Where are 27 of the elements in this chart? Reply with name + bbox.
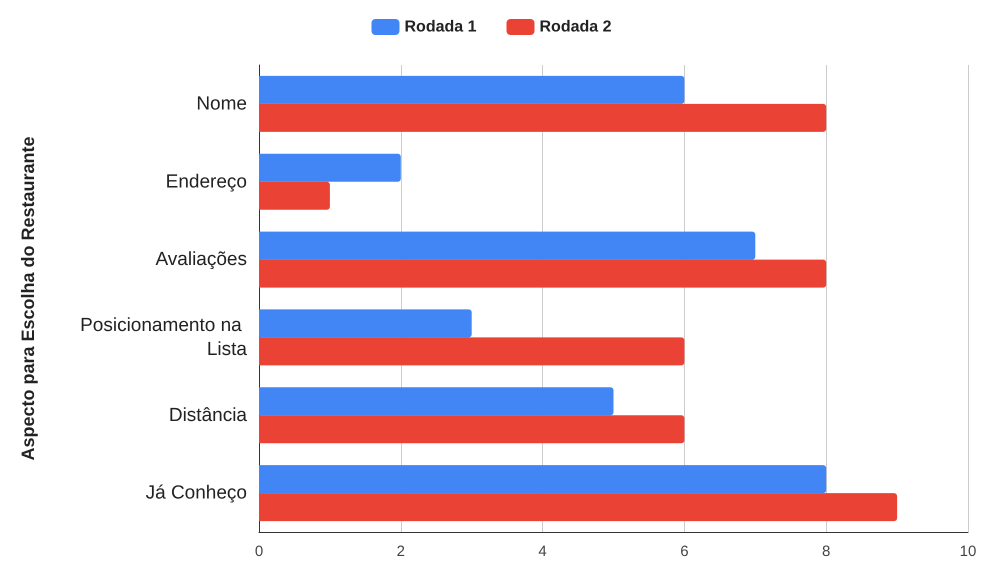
bar [259,387,614,416]
x-tick-label: 6 [680,543,689,560]
bar [259,415,684,444]
bar [259,465,826,494]
bar [259,154,401,182]
legend-label: Rodada 1 [404,18,477,36]
y-tick-label: Avaliações [155,249,247,270]
y-tick-label: Endereço [166,171,247,192]
y-tick-label: Já Conheço [146,482,247,504]
bar [259,337,684,366]
x-tick-label: 10 [960,543,976,560]
legend-label: Rodada 2 [540,18,612,36]
bar [259,309,472,338]
bar [259,232,756,260]
x-tick-label: 4 [538,543,547,560]
y-axis-title: Aspecto para Escolha do Restaurante [18,136,38,461]
x-tick-label: 8 [822,543,830,560]
bar [259,182,330,210]
bar [259,104,826,132]
bar [259,493,898,522]
bar [259,76,684,104]
y-tick-label: Posicionamento na Lista [80,314,248,360]
bar [259,260,826,288]
x-tick-label: 0 [254,543,264,560]
y-tick-label: Nome [196,93,247,114]
y-tick-label: Distância [168,404,248,426]
x-tick-label: 2 [396,543,405,560]
